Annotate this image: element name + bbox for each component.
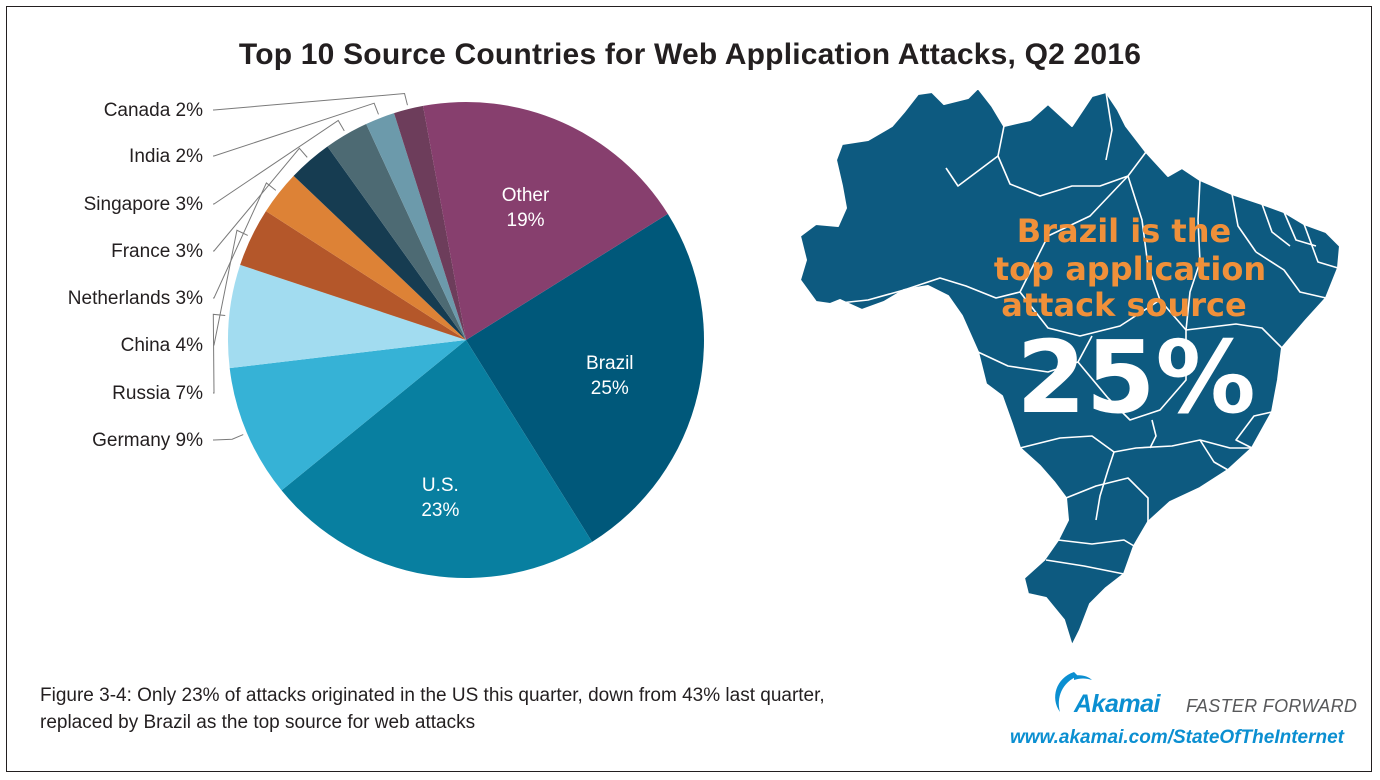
pie-slice-singapore [327, 123, 466, 340]
leader-line-india [213, 102, 379, 157]
leader-line-canada [213, 93, 408, 111]
pie-slice-brazil [466, 213, 704, 542]
leader-line-singapore [213, 119, 345, 205]
pie-label-brazil: Brazil 25% [586, 353, 634, 399]
pie-slice-netherlands [265, 175, 466, 340]
akamai-url: www.akamai.com/StateOfTheInternet [1010, 727, 1344, 748]
pie-slice-canada [394, 105, 466, 340]
pie-slice-germany [229, 340, 466, 491]
callout-line-1: Brazil is the [1017, 212, 1231, 250]
akamai-swoosh-icon [1055, 672, 1092, 712]
caption-line-1: Figure 3-4: Only 23% of attacks originat… [40, 685, 825, 706]
pie-label-france: France 3% [111, 241, 203, 262]
callout-line-3: attack source [1001, 286, 1246, 324]
pie-label-china: China 4% [121, 335, 203, 356]
pie-slice-china [240, 211, 466, 340]
callout-value: 25% [1016, 319, 1255, 436]
pie-labels: Brazil 25% U.S. 23% Germany 9% Russia 7% China… [68, 100, 634, 521]
pie-label-canada: Canada 2% [104, 100, 203, 121]
pie-label-other: Other 19% [502, 185, 550, 231]
state-borders [829, 91, 1339, 575]
leader-line-netherlands [213, 182, 277, 299]
pie-label-u-s: U.S. 23% [421, 475, 459, 521]
leader-line-russia [212, 313, 226, 394]
pie-label-singapore: Singapore 3% [84, 194, 203, 215]
pie-slice-other [423, 102, 668, 340]
akamai-logo-word: Akamai [1074, 690, 1160, 718]
callout-line-2: top application [994, 250, 1266, 288]
pie-slice-russia [228, 264, 466, 369]
figure-frame [6, 6, 1372, 772]
chart-title: Top 10 Source Countries for Web Applicat… [238, 38, 1142, 71]
pie-label-russia: Russia 7% [112, 383, 203, 404]
caption-line-2: replaced by Brazil as the top source for… [40, 712, 476, 733]
pie-slice-u-s [281, 340, 593, 579]
brazil-map [799, 87, 1341, 647]
leader-line-germany [213, 434, 244, 441]
pie-leader-lines [212, 93, 408, 441]
pie-label-india: India 2% [129, 146, 203, 167]
map-callout: Brazil is the top application attack sou… [994, 212, 1266, 436]
leader-line-france [213, 147, 308, 252]
akamai-tagline: FASTER FORWARD [1186, 696, 1358, 716]
pie-label-germany: Germany 9% [92, 430, 203, 451]
pie-label-netherlands: Netherlands 3% [68, 288, 203, 309]
leader-line-china [213, 229, 248, 346]
pie-chart [228, 102, 704, 579]
pie-slice-france [293, 146, 466, 340]
figure-caption: Figure 3-4: Only 23% of attacks originat… [40, 682, 920, 736]
pie-slice-india [366, 113, 466, 340]
brazil-map-shape [799, 87, 1341, 647]
